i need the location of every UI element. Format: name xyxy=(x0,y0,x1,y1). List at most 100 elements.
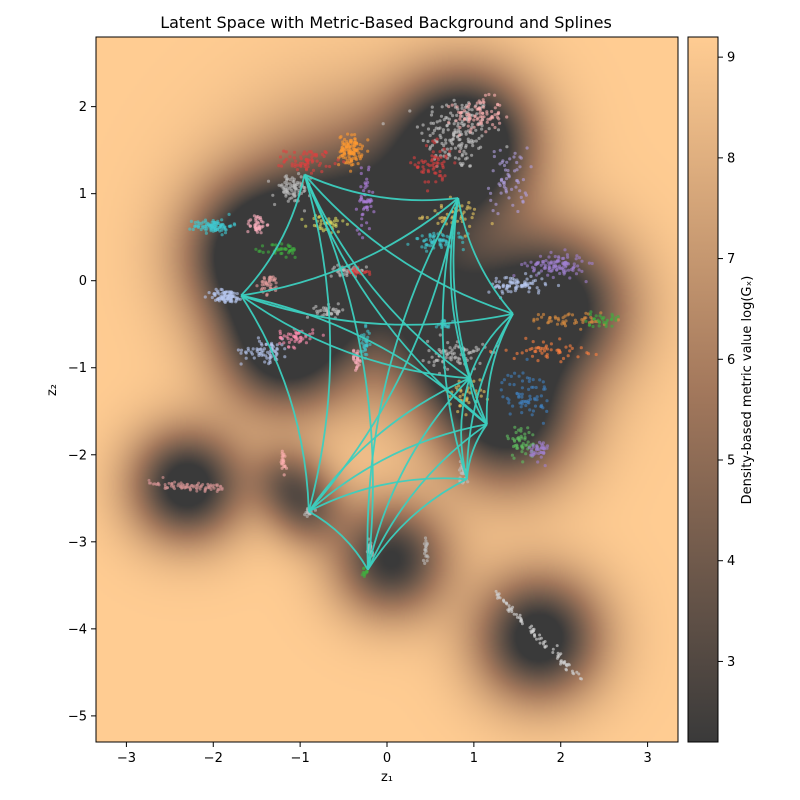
data-point xyxy=(556,348,560,352)
data-point xyxy=(444,138,448,142)
data-point xyxy=(362,333,366,337)
data-point xyxy=(502,600,506,604)
data-point xyxy=(229,224,233,228)
data-point xyxy=(616,318,620,322)
data-point xyxy=(506,168,510,173)
data-point xyxy=(161,476,165,479)
data-point xyxy=(329,274,333,278)
data-point xyxy=(539,269,544,273)
data-point xyxy=(424,544,428,549)
data-point xyxy=(325,312,329,317)
data-point xyxy=(459,110,464,114)
data-point xyxy=(510,276,515,281)
data-point xyxy=(525,264,530,268)
data-point xyxy=(530,624,534,628)
data-point xyxy=(468,164,472,168)
data-point xyxy=(259,231,263,235)
data-point xyxy=(459,144,463,148)
data-point xyxy=(445,147,449,151)
data-point xyxy=(478,361,482,365)
data-point xyxy=(458,404,462,408)
data-point xyxy=(462,149,466,153)
data-point xyxy=(342,267,346,271)
data-point xyxy=(539,455,543,459)
data-point xyxy=(260,244,265,248)
data-point xyxy=(433,155,437,159)
data-point xyxy=(604,322,608,326)
data-point xyxy=(531,433,535,437)
data-point xyxy=(526,426,530,430)
data-point xyxy=(426,555,430,559)
data-point xyxy=(467,350,472,354)
data-point xyxy=(463,234,467,238)
data-point xyxy=(563,661,566,665)
data-point xyxy=(539,394,544,398)
data-point xyxy=(440,239,444,243)
data-point xyxy=(426,139,430,143)
data-point xyxy=(545,409,549,413)
data-point xyxy=(499,388,503,392)
data-point xyxy=(434,180,438,184)
data-point xyxy=(319,222,323,226)
data-point xyxy=(165,486,169,490)
data-point xyxy=(193,220,197,225)
data-point xyxy=(447,152,451,156)
data-point xyxy=(438,126,442,130)
spline-curve xyxy=(308,510,369,571)
point-cluster xyxy=(512,248,594,284)
data-point xyxy=(610,314,615,318)
data-point xyxy=(530,385,534,389)
data-point xyxy=(355,364,359,368)
data-point xyxy=(456,128,461,132)
data-point xyxy=(336,230,340,234)
data-point xyxy=(249,218,253,222)
data-point xyxy=(585,351,589,355)
colorbar-ticks: 3 4 5 6 7 8 9 xyxy=(718,51,735,670)
plot-area xyxy=(96,37,678,742)
data-point xyxy=(428,133,432,138)
data-point xyxy=(515,615,519,619)
data-point xyxy=(504,177,509,181)
data-point xyxy=(321,333,325,337)
data-point xyxy=(513,151,517,155)
data-point xyxy=(328,164,332,169)
data-point xyxy=(491,169,495,173)
y-axis: −5 −4 −3 −2 −1 0 1 2 xyxy=(68,100,96,724)
data-point xyxy=(246,230,250,234)
data-point xyxy=(435,137,439,141)
data-point xyxy=(536,291,541,295)
data-point xyxy=(523,261,527,265)
data-point xyxy=(441,128,445,132)
data-point xyxy=(223,231,228,235)
data-point xyxy=(233,223,237,227)
data-point xyxy=(283,175,287,179)
data-point xyxy=(604,324,608,328)
data-point xyxy=(365,570,369,574)
data-point xyxy=(421,138,425,143)
data-point xyxy=(309,171,314,175)
spline-curve xyxy=(240,294,514,326)
data-point xyxy=(252,214,256,218)
colorbar-tick-label: 3 xyxy=(727,655,735,670)
data-point xyxy=(370,199,374,203)
data-point xyxy=(331,307,336,311)
data-point xyxy=(322,154,326,158)
data-point xyxy=(474,128,478,132)
data-point xyxy=(531,454,535,458)
data-point xyxy=(479,115,483,119)
data-point xyxy=(477,146,481,150)
data-point xyxy=(543,464,547,468)
data-point xyxy=(203,295,207,299)
data-point xyxy=(282,452,286,456)
data-point xyxy=(442,118,446,122)
data-point xyxy=(447,105,451,109)
data-point xyxy=(268,359,272,363)
data-point xyxy=(470,113,474,117)
data-point xyxy=(564,263,568,267)
data-point xyxy=(234,298,238,302)
data-point xyxy=(303,188,307,193)
data-point xyxy=(467,201,471,205)
data-point xyxy=(572,262,576,266)
data-point xyxy=(509,290,513,294)
metric-background xyxy=(96,37,678,742)
